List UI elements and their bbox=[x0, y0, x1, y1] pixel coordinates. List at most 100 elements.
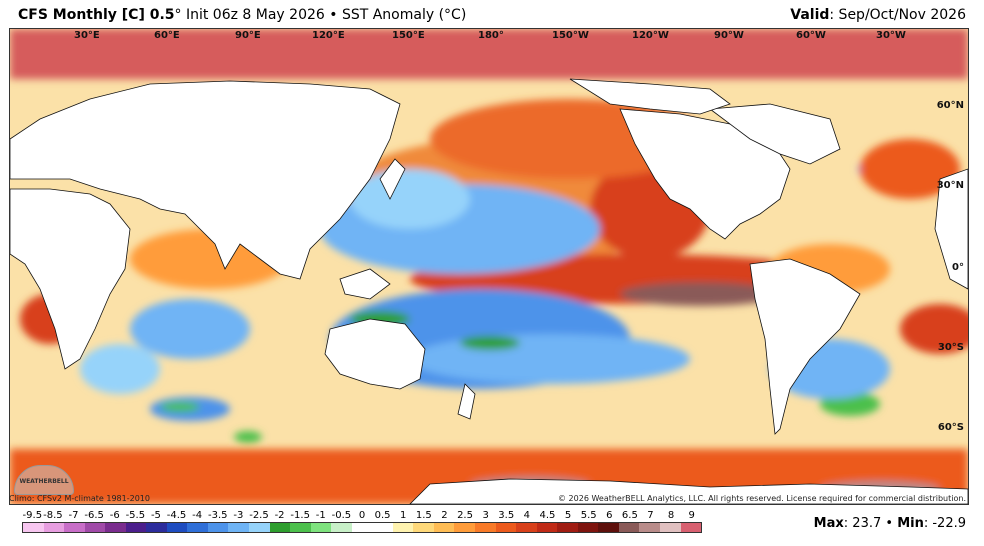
color-scale-label: 3.5 bbox=[498, 510, 515, 521]
init-info: ° Init 06z 8 May 2026 • SST Anomaly (°C) bbox=[174, 7, 467, 23]
lon-label: 150°W bbox=[552, 30, 589, 41]
color-swatch bbox=[228, 523, 250, 532]
valid-label: Valid bbox=[790, 7, 830, 23]
color-swatch bbox=[249, 523, 270, 532]
color-scale-swatches bbox=[22, 522, 702, 533]
color-swatch bbox=[557, 523, 578, 532]
lon-label: 90°E bbox=[235, 30, 261, 41]
color-swatch bbox=[290, 523, 311, 532]
color-swatch bbox=[84, 523, 106, 532]
color-scale-label: 9 bbox=[688, 510, 695, 521]
model-name: CFS Monthly [C] 0.5 bbox=[18, 7, 175, 23]
lon-label: 90°W bbox=[714, 30, 744, 41]
color-scale-label: 1 bbox=[400, 510, 407, 521]
color-swatch bbox=[43, 523, 65, 532]
color-swatch bbox=[639, 523, 660, 532]
lat-label: 60°S bbox=[937, 422, 964, 433]
header: CFS Monthly [C] 0.5° Init 06z 8 May 2026… bbox=[0, 0, 984, 30]
lat-label: 30°S bbox=[937, 342, 964, 353]
color-scale-label: 4 bbox=[523, 510, 531, 521]
max-min-stats: Max: 23.7 • Min: -22.9 bbox=[814, 516, 966, 531]
color-swatch bbox=[23, 523, 44, 532]
color-swatch bbox=[516, 523, 537, 532]
color-swatch bbox=[269, 523, 291, 532]
color-scale-label: -2.5 bbox=[249, 510, 269, 521]
color-scale-label: -7 bbox=[68, 510, 79, 521]
color-swatch bbox=[577, 523, 599, 532]
color-swatch bbox=[413, 523, 434, 532]
color-scale-label: 5.5 bbox=[580, 510, 597, 521]
lon-label: 60°E bbox=[154, 30, 180, 41]
min-label: Min bbox=[897, 516, 924, 531]
stats-separator: • bbox=[881, 516, 898, 531]
color-scale-label: -3.5 bbox=[207, 510, 228, 521]
lon-label: 30°W bbox=[876, 30, 906, 41]
color-swatch bbox=[618, 523, 640, 532]
color-scale-label: -2 bbox=[274, 510, 285, 521]
lon-label: 180° bbox=[478, 30, 504, 41]
lon-label: 150°E bbox=[392, 30, 425, 41]
color-swatch bbox=[659, 523, 681, 532]
color-scale-label: -8.5 bbox=[43, 510, 63, 521]
color-scale-label: -4 bbox=[192, 510, 203, 521]
lon-label: 120°W bbox=[632, 30, 669, 41]
color-scale-label: -5.5 bbox=[125, 510, 146, 521]
color-scale-labels: -9.5 -8.5 -7 -6.5 -6 -5.5 -5 -4.5 -4 -3.5 -3 -2.5 -2… bbox=[22, 510, 702, 522]
color-swatch bbox=[454, 523, 476, 532]
color-swatch bbox=[536, 523, 558, 532]
climo-note: Climo: CFSv2 M-climate 1981-2010 bbox=[9, 494, 150, 503]
lat-label: 60°N bbox=[936, 100, 964, 111]
color-scale-label: -1 bbox=[315, 510, 326, 521]
copyright-note: © 2026 WeatherBELL Analytics, LLC. All r… bbox=[558, 494, 966, 503]
color-swatch bbox=[207, 523, 229, 532]
color-scale-label: -0.5 bbox=[331, 510, 352, 521]
color-swatch bbox=[495, 523, 517, 532]
lon-label: 120°E bbox=[312, 30, 345, 41]
color-swatch bbox=[598, 523, 619, 532]
sst-anomaly-map: 30°E 60°E 90°E 120°E 150°E 180° 150°W 12… bbox=[9, 28, 969, 505]
color-scale-label: 4.5 bbox=[539, 510, 556, 521]
lon-label: 60°W bbox=[796, 30, 826, 41]
color-scale-label: 1.5 bbox=[415, 510, 432, 521]
color-scale-label: 2 bbox=[441, 510, 448, 521]
valid-value: : Sep/Oct/Nov 2026 bbox=[829, 7, 966, 23]
color-swatch bbox=[125, 523, 147, 532]
lon-label: 30°E bbox=[74, 30, 100, 41]
max-label: Max bbox=[813, 516, 844, 531]
valid-period: Valid: Sep/Oct/Nov 2026 bbox=[790, 7, 966, 23]
color-scale-label: 2.5 bbox=[457, 510, 473, 521]
color-scale-label: 6 bbox=[606, 510, 613, 521]
color-scale-label: -5 bbox=[150, 510, 161, 521]
color-scale-label: 8 bbox=[667, 510, 675, 521]
map-title: CFS Monthly [C] 0.5° Init 06z 8 May 2026… bbox=[18, 7, 466, 23]
color-swatch bbox=[680, 523, 702, 532]
color-swatch bbox=[372, 523, 393, 532]
map-canvas bbox=[10, 29, 968, 504]
color-scale-label: 6.5 bbox=[621, 510, 638, 521]
color-swatch bbox=[166, 523, 188, 532]
land-masses bbox=[10, 78, 968, 504]
color-swatch bbox=[351, 523, 373, 532]
color-scale-label: -9.5 bbox=[22, 510, 43, 521]
color-scale-label: -1.5 bbox=[290, 510, 310, 521]
color-scale-label: 0.5 bbox=[374, 510, 391, 521]
color-scale-label: 0 bbox=[358, 510, 366, 521]
color-swatch bbox=[187, 523, 208, 532]
color-swatch bbox=[105, 523, 126, 532]
color-scale-label: -6 bbox=[109, 510, 120, 521]
color-swatch bbox=[146, 523, 167, 532]
color-swatch bbox=[310, 523, 332, 532]
color-scale-label: 5 bbox=[564, 510, 572, 521]
max-value: : 23.7 bbox=[843, 516, 882, 531]
lat-label: 30°N bbox=[936, 180, 964, 191]
color-swatch bbox=[64, 523, 85, 532]
color-swatch bbox=[331, 523, 352, 532]
color-scale-label: -6.5 bbox=[84, 510, 104, 521]
color-scale: -9.5 -8.5 -7 -6.5 -6 -5.5 -5 -4.5 -4 -3.5 -3 -2.5 -2… bbox=[22, 510, 702, 533]
color-swatch bbox=[392, 523, 414, 532]
min-value: : -22.9 bbox=[923, 516, 966, 531]
color-swatch bbox=[475, 523, 496, 532]
color-scale-label: 3 bbox=[482, 510, 489, 521]
color-swatch bbox=[433, 523, 455, 532]
weatherbell-logo: WEATHERBELL bbox=[14, 465, 74, 495]
